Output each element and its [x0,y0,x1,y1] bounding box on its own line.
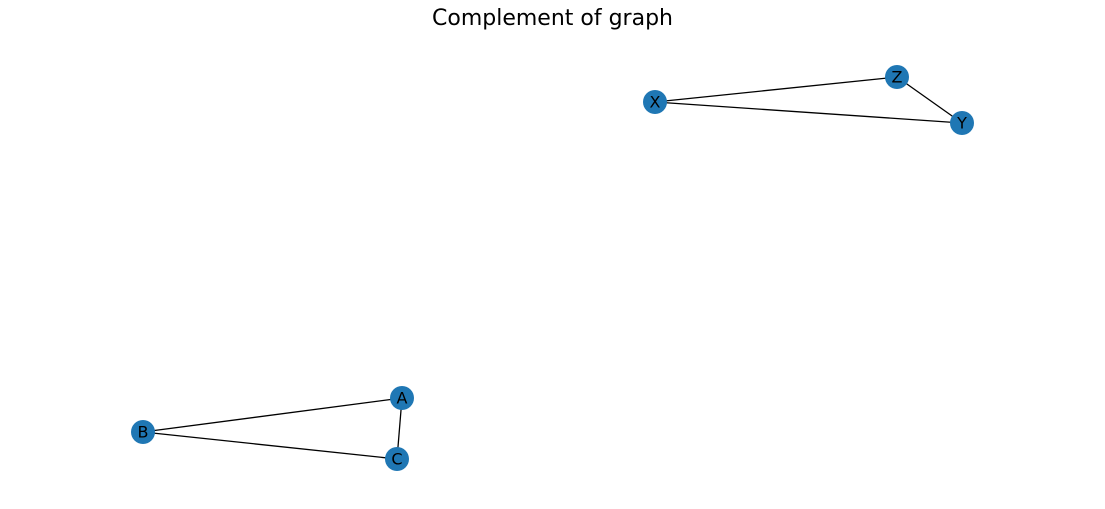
edge-z-y [896,76,963,124]
edge-x-z [654,76,898,103]
node-circle-a [390,386,414,410]
edge-b-a [142,397,403,433]
page-title: Complement of graph [432,6,673,31]
node-x: X [643,90,667,114]
node-circle-y [950,111,974,135]
node-c: C [385,447,409,471]
node-label-a: A [397,389,408,408]
node-z: Z [885,65,909,89]
nodes-layer: A B C X Y Z [131,65,974,471]
node-label-y: Y [956,114,967,133]
node-label-c: C [391,450,402,469]
edge-b-c [142,431,398,460]
node-label-z: Z [892,68,903,87]
edges-layer [142,76,963,460]
node-a: A [390,386,414,410]
node-y: Y [950,111,974,135]
node-label-b: B [138,423,149,442]
node-b: B [131,420,155,444]
node-label-x: X [650,93,661,112]
node-circle-b [131,420,155,444]
node-circle-z [885,65,909,89]
edge-x-y [654,101,963,124]
node-circle-c [385,447,409,471]
node-circle-x [643,90,667,114]
